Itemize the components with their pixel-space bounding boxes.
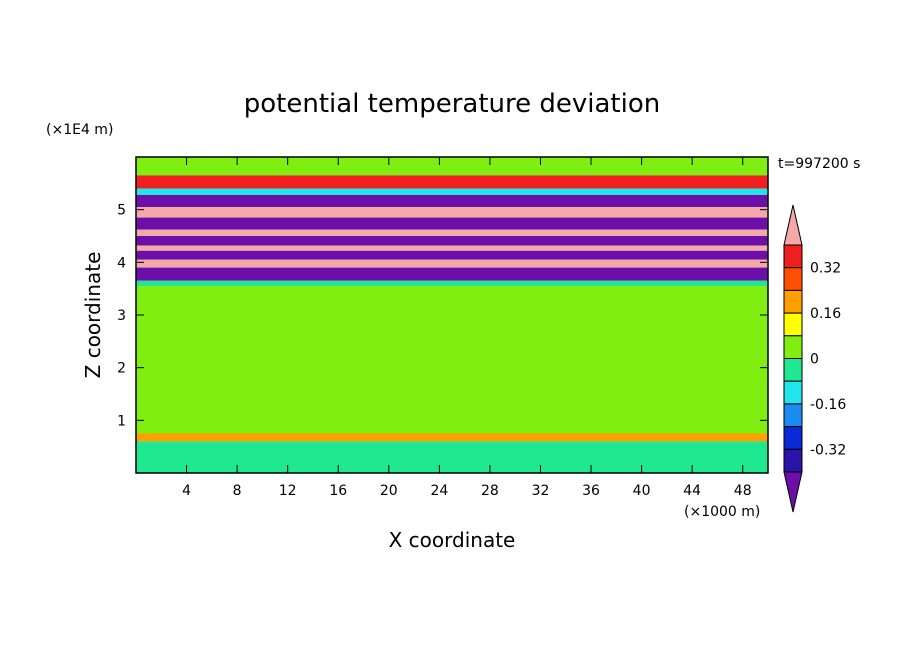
colorbar-swatch [783,244,803,269]
colorbar-label: 0 [810,352,819,368]
contour-band-3 [136,194,768,208]
x-axis-label: X coordinate [389,528,516,552]
x-tick-label: 28 [481,483,499,499]
contour-band-13 [136,286,768,434]
x-tick-label: 36 [582,483,600,499]
contour-band-11 [136,267,768,281]
x-tick-label: 40 [633,483,651,499]
y-tick-label: 4 [117,255,126,271]
contour-band-5 [136,217,768,230]
x-tick-label: 24 [430,483,448,499]
x-tick-label: 20 [380,483,398,499]
x-tick-label: 16 [329,483,347,499]
chart-title: potential temperature deviation [244,89,660,119]
x-axis: 4 8 12 16 20 24 28 32 36 40 44 48 [182,157,752,499]
x-tick-label: 44 [683,483,701,499]
y-tick-label: 5 [117,203,126,219]
contour-band-7 [136,236,768,246]
colorbar-label: 0.32 [810,261,841,277]
colorbar-swatch [783,448,803,473]
colorbar-swatch [783,403,803,428]
colorbar-swatch [783,267,803,291]
y-unit-label: (×1E4 m) [46,122,113,138]
colorbar-swatch [783,289,803,314]
contour-plot-area [136,157,768,473]
x-tick-label: 4 [182,483,191,499]
contour-band-4 [136,207,768,218]
contour-band-12 [136,280,768,287]
colorbar-swatch [783,426,803,450]
colorbar-swatch [783,380,803,405]
colorbar-top-arrow [783,204,803,246]
colorbar-label: -0.16 [810,397,846,413]
x-tick-label: 8 [233,483,242,499]
contour-band-1 [136,175,768,189]
contour-band-15 [136,441,768,473]
colorbar-swatch [783,312,803,337]
y-axis: 1 2 3 4 5 [117,203,768,429]
time-label: t=997200 s [778,156,860,172]
x-tick-label: 48 [734,483,752,499]
contour-band-14 [136,433,768,442]
contour-band-10 [136,259,768,268]
contour-band-9 [136,250,768,260]
colorbar-label: -0.32 [810,442,846,458]
colorbar: 0.32 0.16 0 -0.16 -0.32 [783,204,846,513]
x-tick-label: 32 [532,483,550,499]
y-axis-label: Z coordinate [81,252,105,379]
colorbar-label: 0.16 [810,306,841,322]
contour-band-8 [136,245,768,251]
y-tick-label: 1 [117,413,126,429]
contour-band-0 [136,157,768,176]
colorbar-swatch [783,358,803,382]
contour-band-2 [136,188,768,195]
contour-band-6 [136,229,768,236]
x-tick-label: 12 [279,483,297,499]
x-unit-label: (×1000 m) [684,504,760,520]
y-tick-label: 3 [117,308,126,324]
colorbar-swatch [783,335,803,359]
colorbar-bottom-arrow [783,471,803,513]
y-tick-label: 2 [117,361,126,377]
